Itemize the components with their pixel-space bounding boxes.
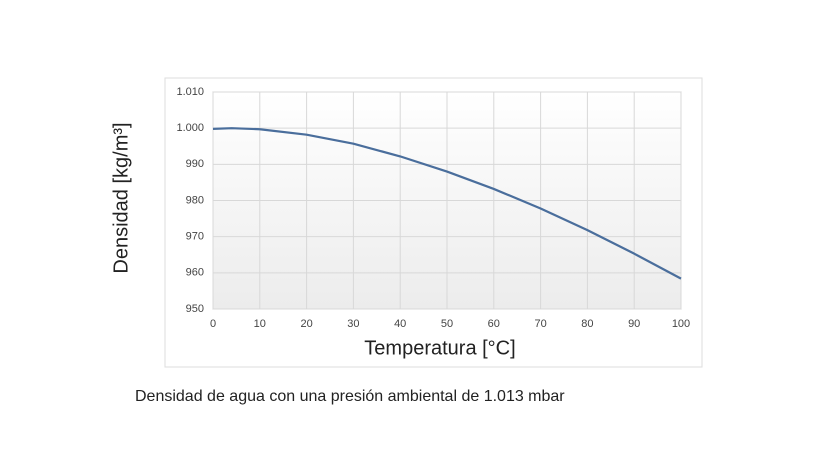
x-tick-label: 100 xyxy=(672,318,690,330)
x-tick-label: 30 xyxy=(347,318,359,330)
y-tick-label: 1.000 xyxy=(176,122,204,134)
y-tick-label: 1.010 xyxy=(176,86,204,98)
x-axis-label: Temperatura [°C] xyxy=(364,337,515,359)
y-tick-label: 950 xyxy=(186,303,204,315)
y-tick-label: 960 xyxy=(186,267,204,279)
x-tick-label: 50 xyxy=(441,318,453,330)
y-tick-label: 970 xyxy=(186,231,204,243)
x-tick-label: 60 xyxy=(488,318,500,330)
y-axis-label: Densidad [kg/m³] xyxy=(110,122,132,273)
x-tick-label: 70 xyxy=(534,318,546,330)
x-tick-label: 80 xyxy=(581,318,593,330)
y-tick-label: 980 xyxy=(186,194,204,206)
x-tick-label: 0 xyxy=(210,318,216,330)
caption: Densidad de agua con una presión ambient… xyxy=(135,388,565,405)
x-tick-label: 10 xyxy=(254,318,266,330)
x-tick-label: 40 xyxy=(394,318,406,330)
x-tick-label: 20 xyxy=(300,318,312,330)
data-line xyxy=(212,127,682,280)
y-tick-label: 990 xyxy=(186,158,204,170)
x-tick-label: 90 xyxy=(628,318,640,330)
